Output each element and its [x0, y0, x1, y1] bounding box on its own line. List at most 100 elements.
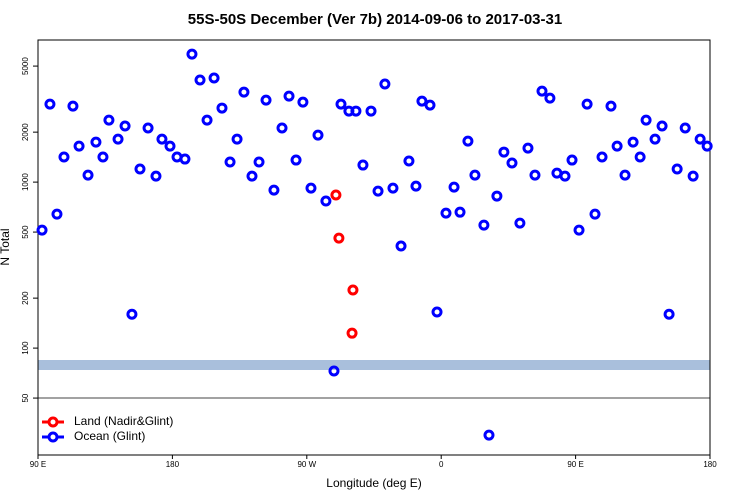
x-tick-label: 0 — [439, 460, 444, 469]
point — [589, 208, 601, 220]
point — [410, 180, 422, 192]
point — [448, 181, 460, 193]
point — [640, 114, 652, 126]
point — [253, 156, 265, 168]
point — [142, 122, 154, 134]
point — [529, 169, 541, 181]
point — [268, 184, 280, 196]
point — [238, 86, 250, 98]
point — [424, 99, 436, 111]
point — [51, 208, 63, 220]
point — [320, 195, 332, 207]
point — [297, 96, 309, 108]
point — [194, 74, 206, 86]
point — [36, 224, 48, 236]
point — [283, 90, 295, 102]
point — [328, 365, 340, 377]
point — [224, 156, 236, 168]
plot-frame — [37, 39, 711, 456]
x-tick-label: 180 — [703, 460, 717, 469]
point — [346, 327, 358, 339]
point — [596, 151, 608, 163]
point — [536, 85, 548, 97]
point — [333, 232, 345, 244]
point — [312, 129, 324, 141]
y-tick-label: 1000 — [21, 173, 30, 191]
legend-marker — [47, 416, 59, 428]
point — [619, 169, 631, 181]
y-tick-label: 5000 — [21, 57, 30, 75]
point — [372, 185, 384, 197]
point — [491, 190, 503, 202]
point — [208, 72, 220, 84]
point — [231, 133, 243, 145]
chart-title: 55S-50S December (Ver 7b) 2014-09-06 to … — [188, 11, 562, 28]
point — [462, 135, 474, 147]
point — [679, 122, 691, 134]
point — [347, 284, 359, 296]
y-tick-label: 100 — [21, 341, 30, 355]
point — [687, 170, 699, 182]
point — [330, 189, 342, 201]
point — [694, 133, 706, 145]
point — [440, 207, 452, 219]
point — [395, 240, 407, 252]
point — [469, 169, 481, 181]
point — [379, 78, 391, 90]
point — [611, 140, 623, 152]
point — [387, 182, 399, 194]
point — [179, 153, 191, 165]
point — [305, 182, 317, 194]
x-tick-label: 180 — [166, 460, 180, 469]
legend-marker — [47, 431, 59, 443]
point — [431, 306, 443, 318]
y-tick-label: 50 — [21, 393, 30, 402]
y-tick-label: 500 — [21, 225, 30, 239]
point — [483, 429, 495, 441]
x-tick-label: 90 E — [30, 460, 46, 469]
x-axis-label: Longitude (deg E) — [326, 476, 421, 490]
point — [559, 170, 571, 182]
point — [357, 159, 369, 171]
point — [656, 120, 668, 132]
point — [156, 133, 168, 145]
point — [605, 100, 617, 112]
point — [44, 98, 56, 110]
point — [126, 308, 138, 320]
point — [82, 169, 94, 181]
x-tick-label: 90 E — [567, 460, 583, 469]
point — [335, 98, 347, 110]
point — [581, 98, 593, 110]
point — [416, 95, 428, 107]
point — [478, 219, 490, 231]
point — [97, 151, 109, 163]
point — [671, 163, 683, 175]
point — [73, 140, 85, 152]
legend-label: Land (Nadir&Glint) — [74, 414, 173, 428]
point — [246, 170, 258, 182]
legend-label: Ocean (Glint) — [74, 429, 145, 443]
point — [573, 224, 585, 236]
point — [663, 308, 675, 320]
point — [186, 48, 198, 60]
point — [216, 102, 228, 114]
point — [103, 114, 115, 126]
y-tick-label: 2000 — [21, 123, 30, 141]
point — [150, 170, 162, 182]
point — [201, 114, 213, 126]
band — [38, 360, 710, 370]
point — [90, 136, 102, 148]
x-tick-label: 90 W — [297, 460, 316, 469]
point — [58, 151, 70, 163]
point — [701, 140, 713, 152]
point — [506, 157, 518, 169]
point — [67, 100, 79, 112]
point — [119, 120, 131, 132]
point — [164, 140, 176, 152]
y-tick-label: 200 — [21, 291, 30, 305]
point — [498, 146, 510, 158]
point — [260, 94, 272, 106]
point — [634, 151, 646, 163]
